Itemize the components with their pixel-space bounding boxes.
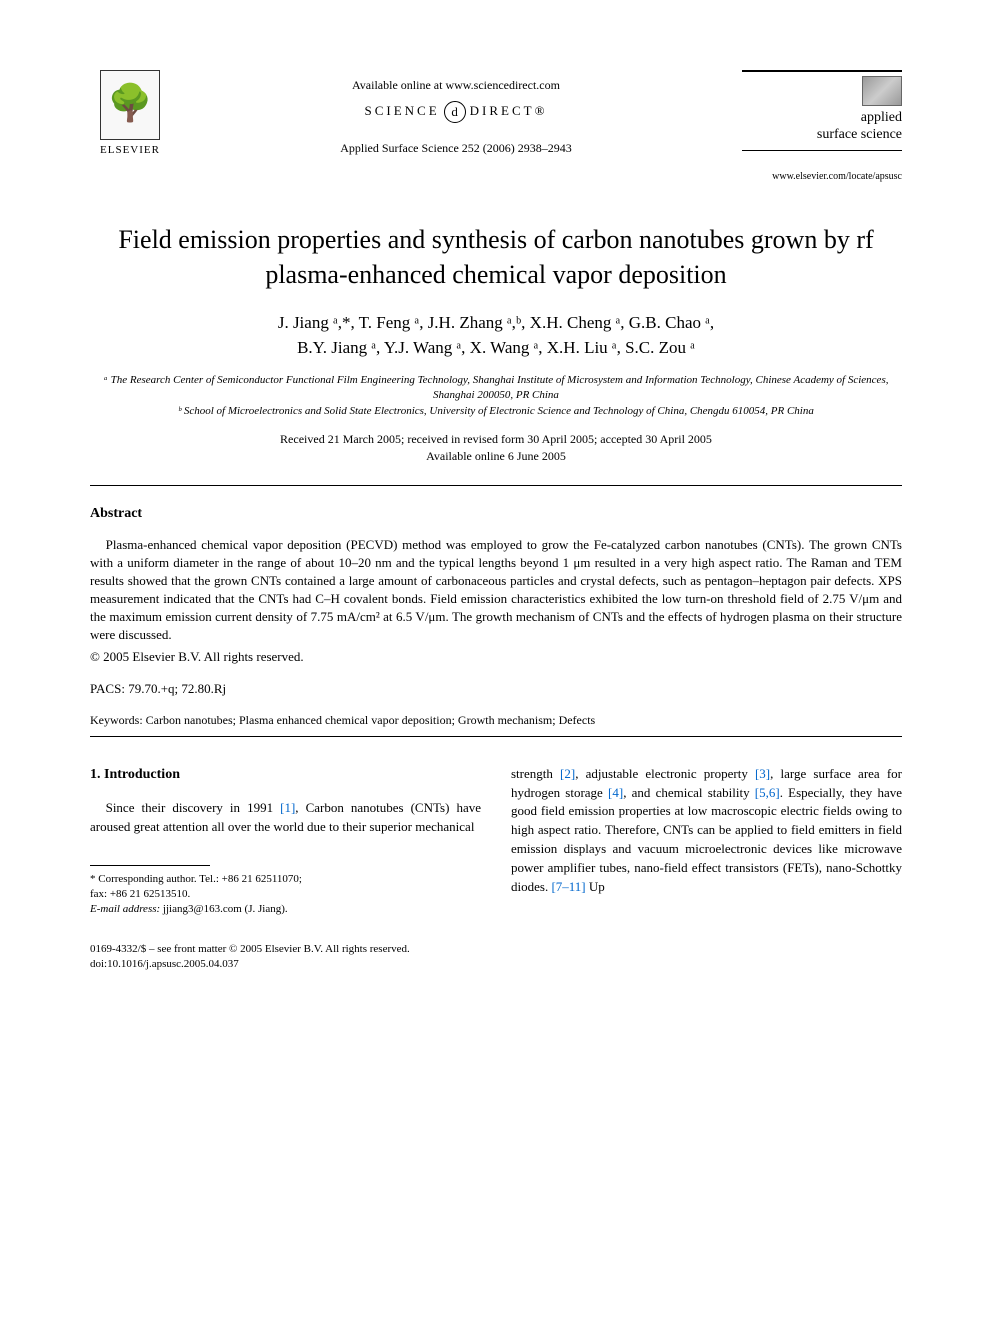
intro-paragraph-left: Since their discovery in 1991 [1], Carbo… bbox=[90, 799, 481, 837]
pacs-value: 79.70.+q; 72.80.Rj bbox=[128, 681, 226, 696]
footnote-corresponding: * Corresponding author. Tel.: +86 21 625… bbox=[90, 872, 481, 887]
ref-link-2[interactable]: [2] bbox=[560, 766, 575, 781]
elsevier-tree-icon bbox=[100, 70, 160, 140]
footnote-rule bbox=[90, 865, 210, 866]
article-dates: Received 21 March 2005; received in revi… bbox=[90, 431, 902, 465]
body-columns: 1. Introduction Since their discovery in… bbox=[90, 765, 902, 918]
footer-issn: 0169-4332/$ – see front matter © 2005 El… bbox=[90, 942, 902, 957]
ref-link-4[interactable]: [4] bbox=[608, 785, 623, 800]
affiliations: ᵃ The Research Center of Semiconductor F… bbox=[90, 373, 902, 419]
footnote-email-line: E-mail address: jjiang3@163.com (J. Jian… bbox=[90, 902, 481, 917]
ref-link-56[interactable]: [5,6] bbox=[755, 785, 780, 800]
authors-line2: B.Y. Jiang ᵃ, Y.J. Wang ᵃ, X. Wang ᵃ, X.… bbox=[297, 338, 695, 357]
footnote-fax: fax: +86 21 62513510. bbox=[90, 887, 481, 902]
keywords-value: Carbon nanotubes; Plasma enhanced chemic… bbox=[146, 713, 596, 727]
sciencedirect-right: DIRECT® bbox=[470, 103, 548, 118]
right-column: strength [2], adjustable electronic prop… bbox=[511, 765, 902, 918]
keywords-label: Keywords: bbox=[90, 713, 143, 727]
header: ELSEVIER Available online at www.science… bbox=[90, 70, 902, 182]
ref-link-1[interactable]: [1] bbox=[280, 800, 295, 815]
dates-online: Available online 6 June 2005 bbox=[426, 449, 566, 463]
ref-link-711[interactable]: [7–11] bbox=[551, 879, 585, 894]
publisher-logo: ELSEVIER bbox=[90, 70, 170, 156]
journal-url: www.elsevier.com/locate/apsusc bbox=[742, 171, 902, 182]
journal-icon bbox=[862, 76, 902, 106]
authors-line1: J. Jiang ᵃ,*, T. Feng ᵃ, J.H. Zhang ᵃ,ᵇ,… bbox=[278, 313, 714, 332]
pacs-line: PACS: 79.70.+q; 72.80.Rj bbox=[90, 681, 902, 697]
affiliation-b: ᵇ School of Microelectronics and Solid S… bbox=[90, 404, 902, 419]
ref-link-3[interactable]: [3] bbox=[755, 766, 770, 781]
journal-logo-block: applied surface science bbox=[742, 70, 902, 144]
pacs-label: PACS: bbox=[90, 681, 125, 696]
keywords-bottom-rule bbox=[90, 736, 902, 737]
article-title: Field emission properties and synthesis … bbox=[110, 222, 882, 292]
affiliation-a: ᵃ The Research Center of Semiconductor F… bbox=[90, 373, 902, 404]
dates-received: Received 21 March 2005; received in revi… bbox=[280, 432, 712, 446]
journal-name-line1: applied bbox=[861, 110, 902, 125]
journal-reference: Applied Surface Science 252 (2006) 2938–… bbox=[170, 141, 742, 156]
keywords-line: Keywords: Carbon nanotubes; Plasma enhan… bbox=[90, 713, 902, 728]
abstract-body: Plasma-enhanced chemical vapor depositio… bbox=[90, 536, 902, 645]
footnote-block: * Corresponding author. Tel.: +86 21 625… bbox=[90, 872, 481, 918]
header-right: applied surface science www.elsevier.com… bbox=[742, 70, 902, 182]
footnote-email-label: E-mail address: bbox=[90, 903, 160, 915]
abstract-top-rule bbox=[90, 485, 902, 486]
sciencedirect-d-icon: d bbox=[444, 101, 466, 123]
intro-paragraph-right: strength [2], adjustable electronic prop… bbox=[511, 765, 902, 897]
footer-doi: doi:10.1016/j.apsusc.2005.04.037 bbox=[90, 957, 902, 972]
intro-heading: 1. Introduction bbox=[90, 765, 481, 785]
sciencedirect-left: SCIENCE bbox=[365, 103, 440, 118]
footnote-email: jjiang3@163.com (J. Jiang). bbox=[163, 903, 288, 915]
header-center: Available online at www.sciencedirect.co… bbox=[170, 70, 742, 156]
copyright: © 2005 Elsevier B.V. All rights reserved… bbox=[90, 649, 902, 665]
left-column: 1. Introduction Since their discovery in… bbox=[90, 765, 481, 918]
available-online-text: Available online at www.sciencedirect.co… bbox=[170, 78, 742, 93]
journal-rule bbox=[742, 150, 902, 151]
publisher-name: ELSEVIER bbox=[90, 144, 170, 156]
footer: 0169-4332/$ – see front matter © 2005 El… bbox=[90, 942, 902, 973]
sciencedirect-logo: SCIENCE d DIRECT® bbox=[170, 101, 742, 123]
authors: J. Jiang ᵃ,*, T. Feng ᵃ, J.H. Zhang ᵃ,ᵇ,… bbox=[90, 310, 902, 361]
journal-name: applied surface science bbox=[742, 110, 902, 144]
journal-name-line2: surface science bbox=[817, 127, 902, 142]
abstract-heading: Abstract bbox=[90, 506, 902, 522]
